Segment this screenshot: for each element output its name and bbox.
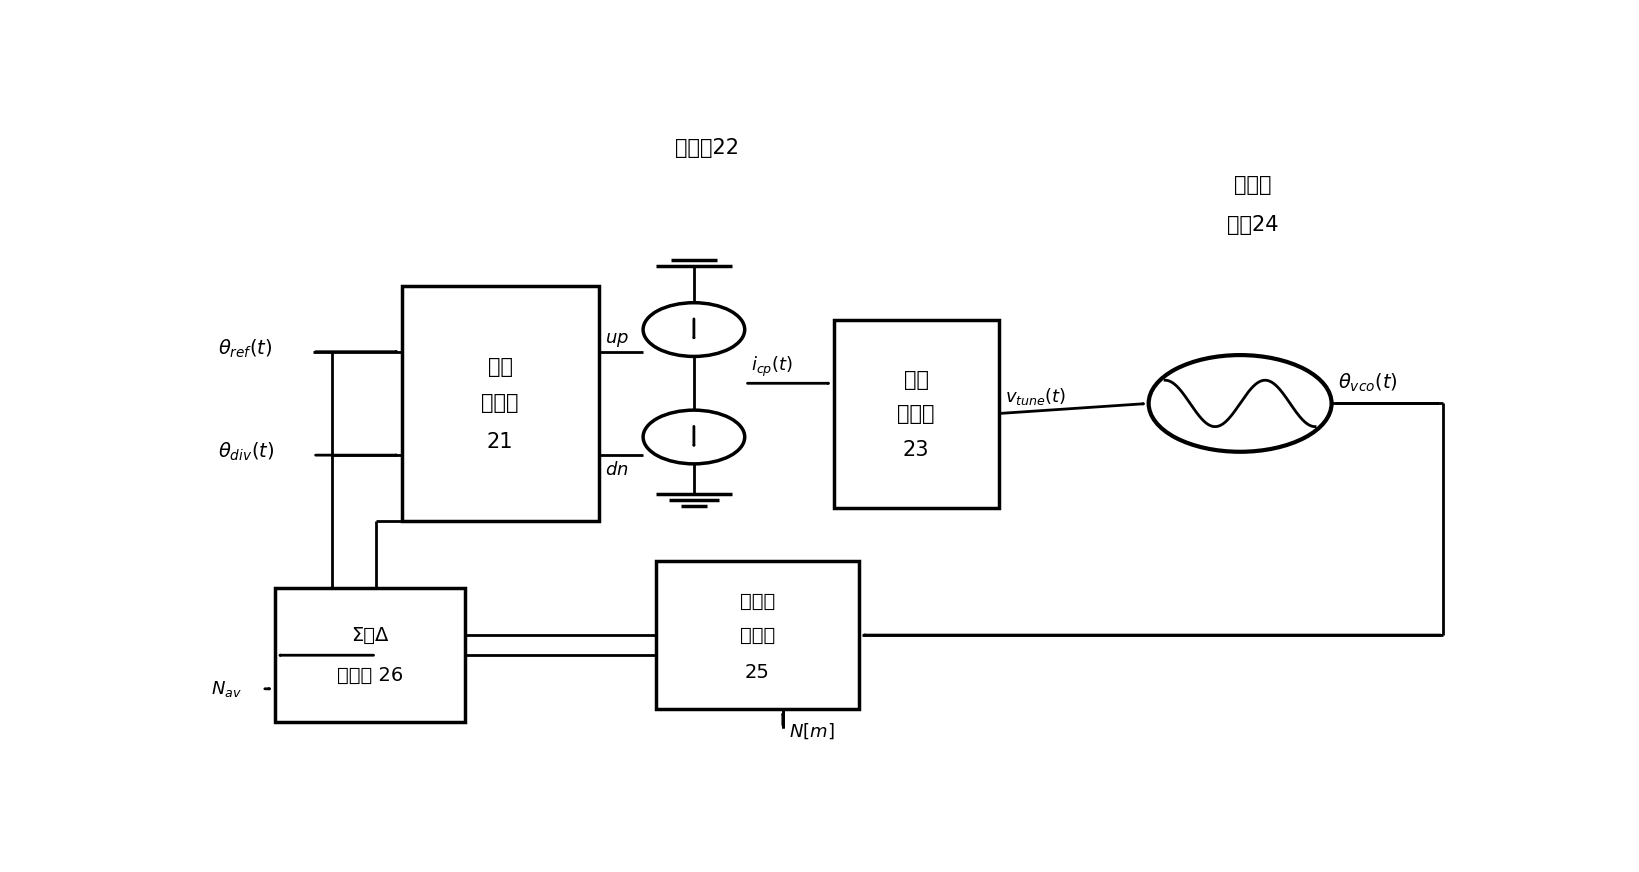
Text: 电荷泵22: 电荷泵22 <box>675 139 739 159</box>
Text: 调制器 26: 调制器 26 <box>338 666 403 685</box>
Text: 23: 23 <box>903 440 929 460</box>
Bar <box>656 562 859 709</box>
Text: 压控振: 压控振 <box>1234 175 1272 195</box>
Text: $\theta_{vco}(t)$: $\theta_{vco}(t)$ <box>1337 372 1398 394</box>
Text: $v_{tune}(t)$: $v_{tune}(t)$ <box>1005 386 1067 407</box>
Text: $up$: $up$ <box>605 330 629 349</box>
Text: $N_{av}$: $N_{av}$ <box>211 678 243 698</box>
Text: $i_{cp}(t)$: $i_{cp}(t)$ <box>751 354 793 378</box>
Bar <box>275 588 465 722</box>
Text: 滤波器: 滤波器 <box>898 404 934 424</box>
Text: 荡器24: 荡器24 <box>1228 215 1278 235</box>
Text: 25: 25 <box>746 663 770 682</box>
Text: Σ－Δ: Σ－Δ <box>351 625 388 644</box>
Text: 可编程: 可编程 <box>739 592 775 611</box>
Text: 环路: 环路 <box>903 370 929 390</box>
Text: 鉴频: 鉴频 <box>488 357 513 377</box>
Text: $\theta_{div}(t)$: $\theta_{div}(t)$ <box>218 440 274 463</box>
Text: 鉴相器: 鉴相器 <box>482 393 520 413</box>
Bar <box>834 319 998 508</box>
Text: $\theta_{ref}(t)$: $\theta_{ref}(t)$ <box>218 337 272 359</box>
Bar <box>402 286 598 521</box>
Text: $dn$: $dn$ <box>605 461 629 479</box>
Text: $N[m]$: $N[m]$ <box>790 721 834 741</box>
Text: 21: 21 <box>487 433 513 453</box>
Text: 分频器: 分频器 <box>739 625 775 644</box>
